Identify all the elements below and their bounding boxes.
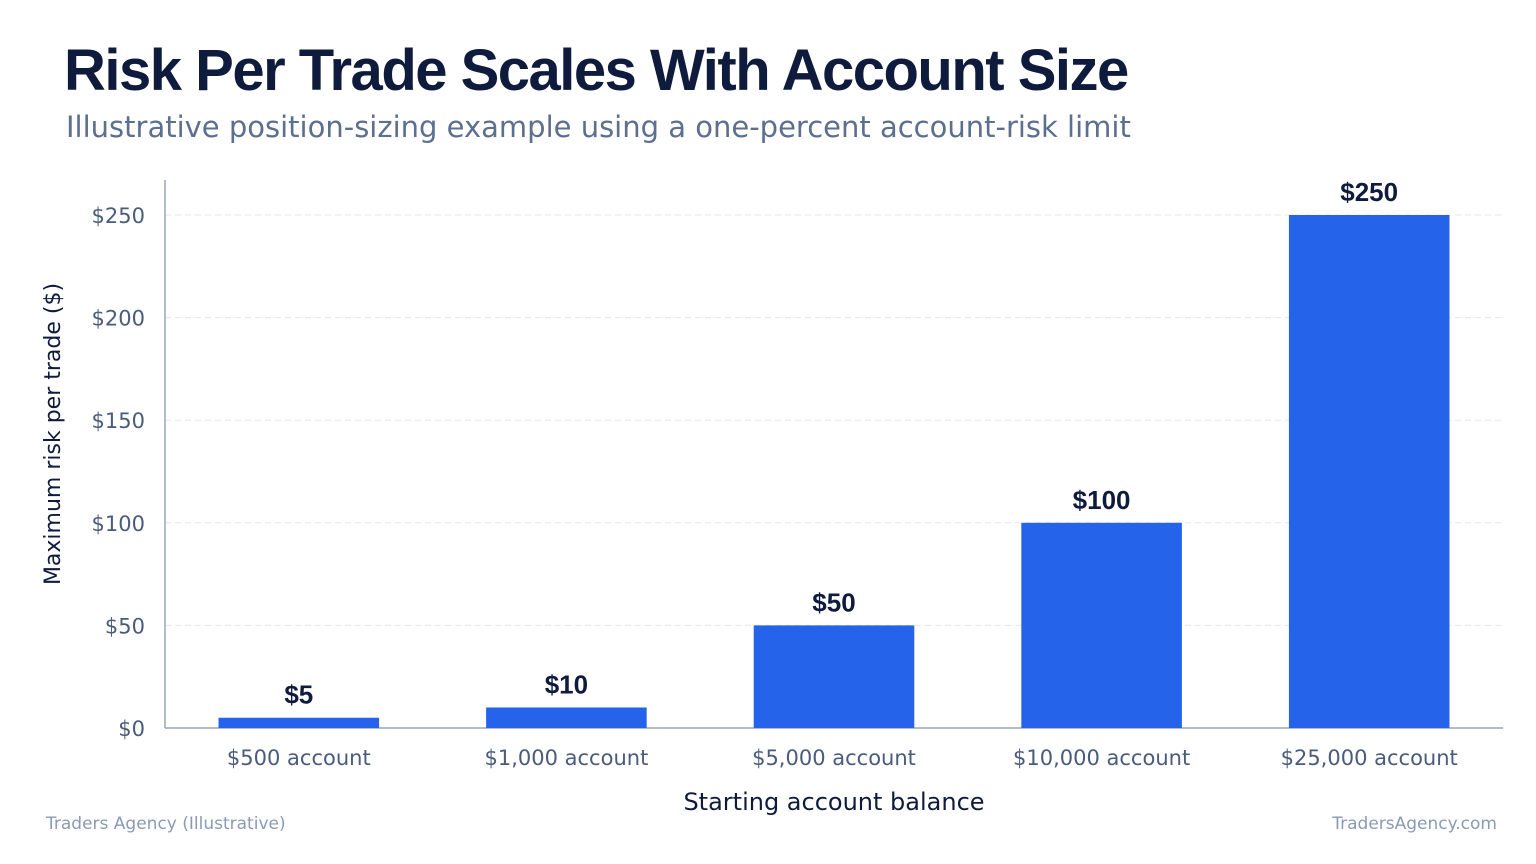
bar-value-label: $10 [545,669,588,699]
value-labels: $5 $10 $50 $100 $250 [284,177,1398,710]
bars [218,215,1450,728]
footer-brand: TradersAgency.com [1332,814,1497,834]
bar [218,717,380,728]
bar-value-label: $100 [1073,485,1131,515]
bar-value-label: $250 [1340,177,1398,207]
x-tick-label: $1,000 account [484,746,648,770]
bar [486,707,647,728]
bar [753,625,915,728]
gridlines [165,214,1503,626]
y-tick-label: $250 [92,204,145,228]
bar [1288,215,1450,728]
y-axis-label: Maximum risk per trade ($) [41,283,66,585]
x-axis-label: Starting account balance [683,788,984,816]
x-tick-labels: $500 account $1,000 account $5,000 account… [227,746,1458,770]
x-tick-label: $500 account [227,746,371,770]
y-tick-label: $0 [118,717,145,741]
x-tick-label: $5,000 account [752,746,916,770]
y-tick-labels: $0 $50 $100 $150 $200 $250 [92,204,145,741]
y-tick-label: $50 [105,614,145,638]
y-tick-label: $150 [92,409,145,433]
y-tick-label: $100 [92,512,145,536]
chart-title: Risk Per Trade Scales With Account Size [64,38,1129,103]
chart-subtitle: Illustrative position-sizing example usi… [66,110,1131,144]
y-tick-label: $200 [92,307,145,331]
x-tick-label: $25,000 account [1281,746,1458,770]
x-tick-label: $10,000 account [1013,746,1190,770]
footer-source: Traders Agency (Illustrative) [46,814,286,834]
bar [1021,522,1182,728]
bar-value-label: $5 [284,680,313,710]
bar-value-label: $50 [812,587,855,617]
